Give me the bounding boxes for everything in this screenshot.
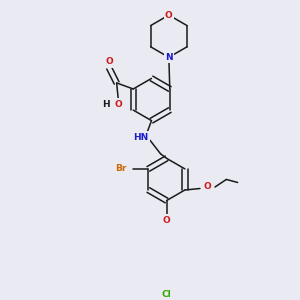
Text: HN: HN	[133, 133, 148, 142]
Text: Cl: Cl	[162, 290, 172, 298]
Text: O: O	[105, 57, 113, 66]
Text: O: O	[165, 11, 173, 20]
Text: O: O	[163, 216, 170, 225]
Text: O: O	[204, 182, 212, 191]
Text: O: O	[114, 100, 122, 109]
Text: N: N	[165, 53, 173, 62]
Text: H: H	[102, 100, 110, 109]
Text: Br: Br	[116, 164, 127, 173]
